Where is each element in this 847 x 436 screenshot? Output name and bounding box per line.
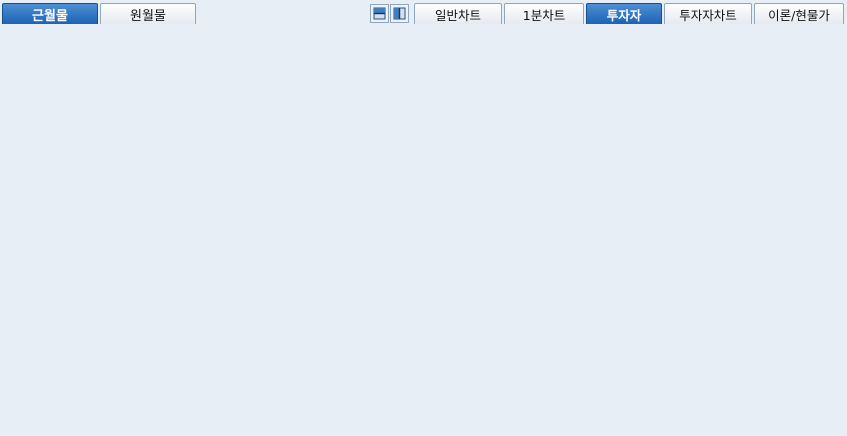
contract-tab-0[interactable]: 근월물 bbox=[2, 3, 98, 24]
split-horizontal-icon[interactable] bbox=[370, 4, 389, 23]
view-tab-2[interactable]: 투자자 bbox=[586, 3, 662, 24]
view-tab-0[interactable]: 일반차트 bbox=[414, 3, 502, 24]
contract-month-tabs: 근월물 원월물 bbox=[2, 3, 198, 24]
view-tab-3[interactable]: 투자자차트 bbox=[664, 3, 752, 24]
right-view-tabs: 일반차트 1분차트 투자자 투자자차트 이론/현물가 bbox=[414, 3, 846, 24]
contract-tab-1[interactable]: 원월물 bbox=[100, 3, 196, 24]
view-tab-4[interactable]: 이론/현물가 bbox=[754, 3, 844, 24]
split-vertical-icon[interactable] bbox=[390, 4, 409, 23]
top-tab-bar: 근월물 원월물 일반차트 1분차트 투자자 투자자차트 이론/현물가 bbox=[0, 0, 847, 24]
view-tab-1[interactable]: 1분차트 bbox=[504, 3, 584, 24]
view-tabs-area: 일반차트 1분차트 투자자 투자자차트 이론/현물가 bbox=[370, 3, 847, 24]
